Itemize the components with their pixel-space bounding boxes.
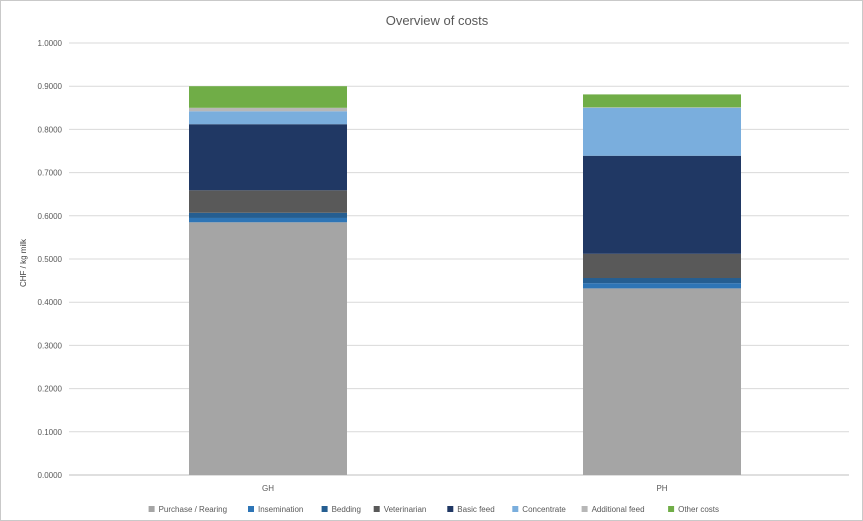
- bar-gh-purchase-rearing: [189, 222, 347, 475]
- y-axis-ticks: 0.0000 0.1000 0.2000 0.3000 0.4000 0.5000 0.60…: [38, 39, 63, 480]
- bar-gh-insemination: [189, 217, 347, 223]
- y-tick-label: 0.0000: [38, 471, 63, 480]
- legend-label-veterinarian: Veterinarian: [384, 505, 427, 514]
- legend-label-insemination: Insemination: [258, 505, 303, 514]
- bar-ph-purchase-rearing: [583, 288, 741, 475]
- x-axis-ticks: GH PH: [262, 484, 668, 493]
- x-tick-label: GH: [262, 484, 274, 493]
- legend-swatch-concentrate: [512, 506, 519, 512]
- bar-ph-basic-feed: [583, 155, 741, 254]
- legend-swatch-insemination: [248, 506, 254, 512]
- y-tick-label: 0.3000: [38, 341, 63, 350]
- y-tick-label: 0.6000: [38, 212, 63, 221]
- bars: [189, 86, 741, 475]
- legend-swatch-bedding: [321, 506, 328, 512]
- bar-ph-insemination: [583, 283, 741, 289]
- y-tick-label: 0.5000: [38, 255, 63, 264]
- legend-label-bedding: Bedding: [332, 505, 361, 514]
- bar-gh-other-costs: [189, 86, 347, 108]
- legend-swatch-basic-feed: [447, 506, 454, 512]
- legend-label-purchase-rearing: Purchase / Rearing: [159, 505, 227, 514]
- bar-gh-veterinarian: [189, 190, 347, 213]
- y-tick-label: 0.8000: [38, 125, 63, 134]
- legend-swatch-additional-feed: [581, 506, 588, 512]
- bar-ph-veterinarian: [583, 253, 741, 279]
- x-tick-label: PH: [656, 484, 667, 493]
- bar-gh-bedding: [189, 212, 347, 218]
- chart-title: Overview of costs: [386, 13, 489, 28]
- bar-ph-other-costs: [583, 94, 741, 108]
- y-tick-label: 0.9000: [38, 82, 63, 91]
- y-axis-label: CHF / kg milk: [19, 238, 28, 287]
- legend: Purchase / Rearing Insemination Bedding Vet…: [148, 505, 719, 514]
- bar-ph-bedding: [583, 278, 741, 284]
- bar-gh-concentrate: [189, 111, 347, 125]
- y-tick-label: 0.2000: [38, 385, 63, 394]
- y-tick-label: 0.4000: [38, 298, 63, 307]
- legend-label-additional-feed: Additional feed: [592, 505, 645, 514]
- bar-gh-additional-feed: [189, 107, 347, 112]
- legend-swatch-veterinarian: [373, 506, 380, 512]
- legend-swatch-other-costs: [668, 506, 675, 512]
- bar-ph-concentrate: [583, 107, 741, 156]
- bar-gh-basic-feed: [189, 124, 347, 191]
- legend-label-concentrate: Concentrate: [522, 505, 566, 514]
- y-tick-label: 1.0000: [38, 39, 63, 48]
- y-tick-label: 0.7000: [38, 169, 63, 178]
- legend-swatch-purchase-rearing: [148, 506, 155, 512]
- y-tick-label: 0.1000: [38, 428, 63, 437]
- legend-label-other-costs: Other costs: [678, 505, 719, 514]
- legend-label-basic-feed: Basic feed: [457, 505, 494, 514]
